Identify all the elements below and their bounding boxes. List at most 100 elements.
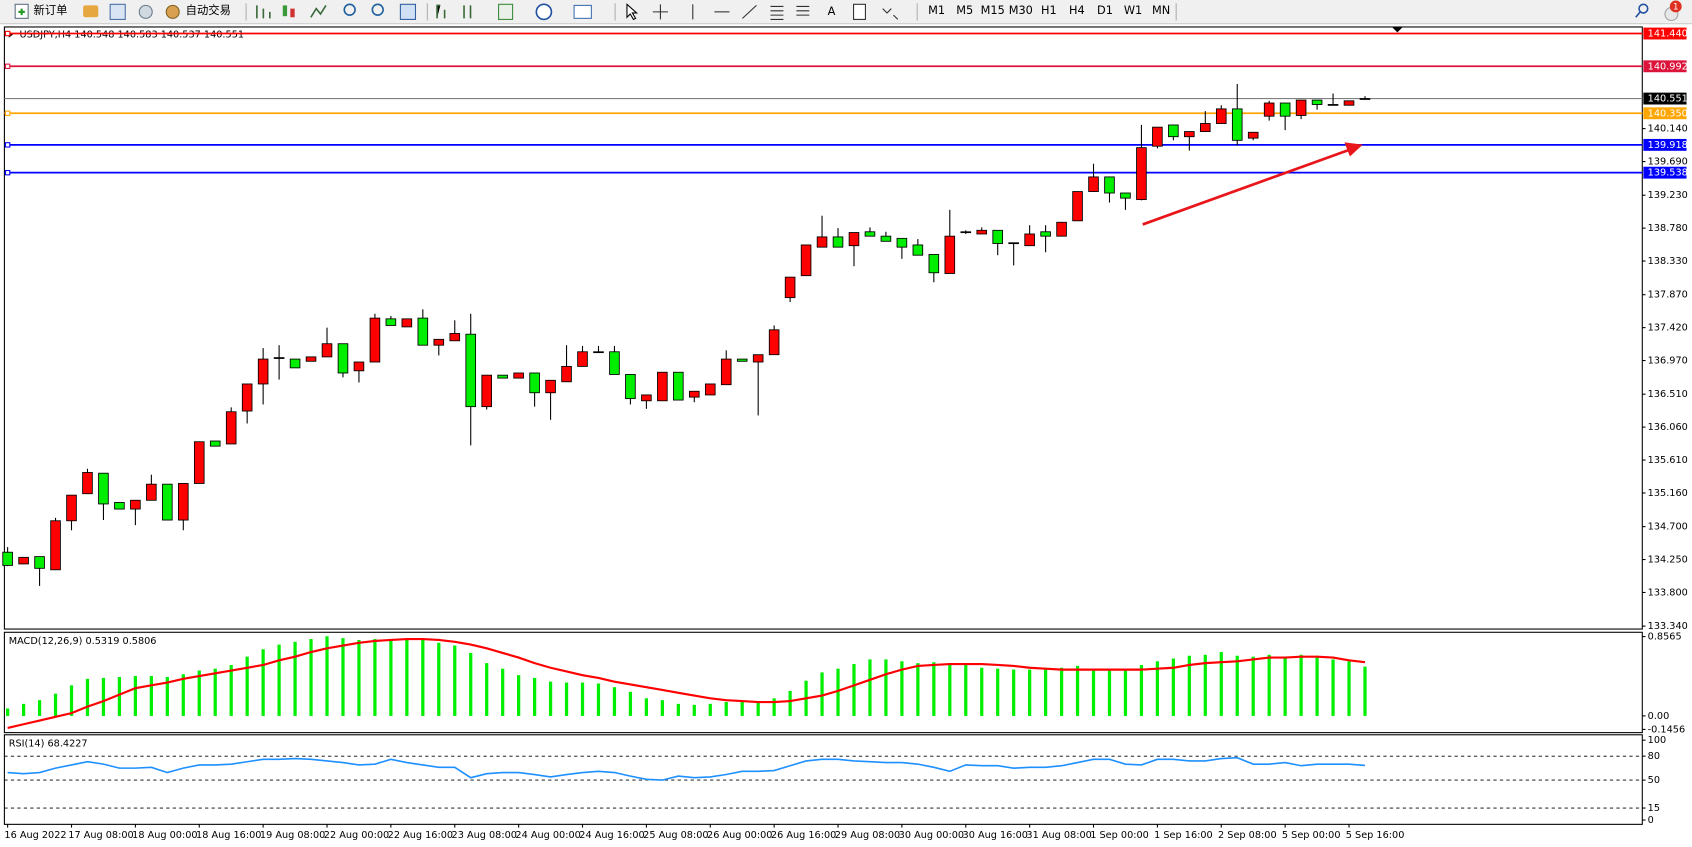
macd-bar xyxy=(6,708,10,716)
shift-icon[interactable] xyxy=(463,5,472,19)
bar-chart-icon[interactable] xyxy=(256,5,271,19)
candle-body xyxy=(1343,100,1355,106)
macd-bar xyxy=(133,676,138,716)
x-tick-label: 29 Aug 08:00 xyxy=(835,830,900,841)
trendline-tool[interactable] xyxy=(742,4,757,19)
candle-body xyxy=(593,351,604,354)
x-tick-label: 22 Aug 16:00 xyxy=(388,830,453,841)
auto-trading-button[interactable]: 自动交易 xyxy=(186,3,231,17)
candle-body xyxy=(50,520,61,571)
autoscroll-icon[interactable] xyxy=(436,4,446,19)
x-tick-label: 25 Aug 08:00 xyxy=(643,830,708,841)
x-tick-label: 24 Aug 00:00 xyxy=(515,830,580,841)
timeframe-button[interactable]: M1 xyxy=(928,3,945,17)
cursor-tool[interactable] xyxy=(626,3,639,21)
fibo-tool[interactable] xyxy=(796,5,810,16)
new-order-button[interactable]: 新订单 xyxy=(34,3,68,17)
macd-bar xyxy=(916,663,920,716)
macd-bar xyxy=(1171,658,1175,716)
y-tick-label: 135.610 xyxy=(1648,455,1688,466)
macd-bar xyxy=(197,670,201,716)
indicators-icon[interactable] xyxy=(498,3,514,20)
candle-body xyxy=(209,440,221,447)
channel-tool[interactable] xyxy=(770,5,784,20)
timeframe-button[interactable]: M5 xyxy=(956,3,973,17)
candle-body xyxy=(1279,102,1291,117)
candle-body xyxy=(992,229,1003,244)
signal-line xyxy=(7,637,1366,729)
timeframe-button[interactable]: M15 xyxy=(981,3,1005,17)
timeframe-button[interactable]: M30 xyxy=(1009,3,1033,17)
zoom-out-icon[interactable] xyxy=(371,3,384,16)
y-tick-label: 0.8565 xyxy=(1648,632,1682,643)
candle-body xyxy=(178,483,189,521)
macd-bar xyxy=(1267,654,1271,716)
macd-bar xyxy=(724,702,728,716)
candle-body xyxy=(529,372,540,394)
candle-body xyxy=(2,551,13,566)
candle-body xyxy=(880,235,892,242)
macd-bar xyxy=(596,683,601,716)
x-tick-label: 22 Aug 00:00 xyxy=(324,830,389,841)
search-icon[interactable] xyxy=(1638,3,1649,14)
x-tick-label: 5 Sep 00:00 xyxy=(1282,830,1341,841)
templates-icon[interactable] xyxy=(573,4,592,19)
macd-bar xyxy=(900,661,904,716)
macd-bar xyxy=(117,677,122,716)
candle-body xyxy=(1215,108,1227,124)
rsi-title: RSI(14) 68.4227 xyxy=(9,738,88,749)
toolbar-icon[interactable] xyxy=(109,3,126,20)
tile-icon[interactable] xyxy=(399,3,417,20)
candle-body xyxy=(657,371,668,402)
candle-body xyxy=(241,383,253,412)
periods-icon[interactable] xyxy=(535,3,553,21)
x-tick-label: 24 Aug 16:00 xyxy=(579,830,644,841)
macd-bar xyxy=(229,664,233,716)
candle-chart-icon[interactable] xyxy=(282,5,288,17)
macd-bar xyxy=(1315,655,1319,716)
candle-body xyxy=(1152,126,1163,147)
macd-bar xyxy=(884,659,888,716)
label-tool[interactable] xyxy=(853,3,866,20)
level-price-label: 139.538 xyxy=(1648,168,1688,179)
line-chart-icon[interactable] xyxy=(310,4,327,18)
level-price-label: 140.992 xyxy=(1648,61,1688,72)
level-price-box xyxy=(1643,166,1687,179)
macd-bar xyxy=(1331,659,1335,716)
macd-bar xyxy=(85,678,90,716)
toolbar-icon[interactable] xyxy=(138,4,153,19)
toolbar-icon[interactable] xyxy=(83,5,99,18)
crosshair-tool[interactable] xyxy=(652,4,668,20)
macd-bar xyxy=(692,704,696,716)
x-tick-label: 30 Aug 16:00 xyxy=(963,830,1028,841)
timeframe-button[interactable]: H1 xyxy=(1041,3,1057,17)
candle-body xyxy=(66,494,77,522)
zoom-in-icon[interactable] xyxy=(343,3,356,16)
candle-body xyxy=(497,374,508,379)
timeframe-button[interactable]: W1 xyxy=(1124,3,1142,17)
arrows-tool[interactable] xyxy=(882,8,899,20)
candle-body xyxy=(1327,104,1339,106)
macd-bar xyxy=(245,656,249,716)
candle-body xyxy=(18,556,29,565)
macd-bar xyxy=(1043,669,1048,716)
macd-bar xyxy=(37,700,42,716)
macd-bar xyxy=(1091,668,1096,716)
auto-trading-icon[interactable] xyxy=(165,4,180,19)
macd-bar xyxy=(1075,665,1080,716)
x-tick-label: 26 Aug 16:00 xyxy=(771,830,836,841)
text-tool[interactable]: A xyxy=(828,4,836,18)
timeframe-button[interactable]: H4 xyxy=(1069,3,1085,17)
level-handle xyxy=(4,169,11,176)
y-tick-label: 137.870 xyxy=(1648,290,1688,301)
macd-bar xyxy=(1251,656,1255,716)
candle-body xyxy=(1359,98,1371,100)
candle-body xyxy=(864,231,876,237)
timeframe-button[interactable]: MN xyxy=(1152,3,1170,17)
candle-body xyxy=(1263,102,1275,117)
candle-body xyxy=(1104,176,1115,194)
macd-bar xyxy=(580,682,585,716)
macd-bar xyxy=(1155,661,1160,716)
timeframe-button[interactable]: D1 xyxy=(1097,3,1113,17)
candle-body xyxy=(162,483,173,521)
